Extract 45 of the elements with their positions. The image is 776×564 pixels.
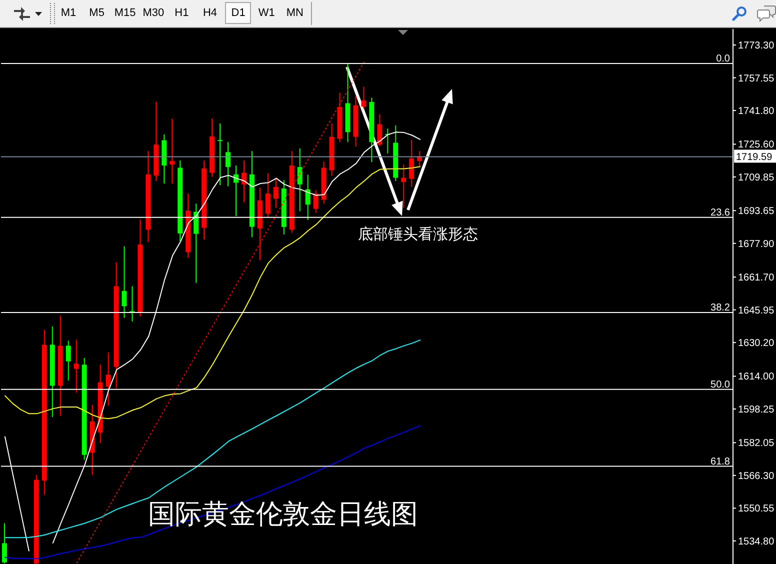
candlestick bbox=[130, 286, 135, 322]
y-tick-label: 1773.30 bbox=[738, 40, 775, 52]
candlestick bbox=[218, 122, 223, 186]
y2-tick-label: 50.0 bbox=[710, 379, 730, 390]
y-tick-label: 1757.55 bbox=[738, 73, 775, 84]
y-tick-label: 1550.55 bbox=[738, 504, 775, 515]
candlestick bbox=[106, 352, 111, 406]
y-tick-label: 1630.20 bbox=[738, 338, 775, 350]
y-tick-label: 1614.00 bbox=[738, 372, 775, 383]
candlestick bbox=[297, 148, 302, 212]
y2-tick-label: 0.0 bbox=[716, 54, 730, 65]
line-series bbox=[4, 340, 421, 538]
toolbar: M1 M5 M15 M30 H1 H4 D1 W1 MN bbox=[0, 0, 776, 28]
y2-tick-label: 23.6 bbox=[710, 207, 730, 218]
y-tick-label: 1598.25 bbox=[738, 404, 775, 416]
candlestick bbox=[74, 339, 79, 393]
y-tick-label: 1677.90 bbox=[738, 238, 775, 250]
candlestick bbox=[226, 142, 231, 187]
candlestick bbox=[170, 118, 175, 184]
y-tick-label: 1725.60 bbox=[738, 140, 775, 151]
y-tick-label: 1534.80 bbox=[738, 536, 775, 548]
candlestick bbox=[401, 164, 406, 208]
ref-line-label: 1719.59 bbox=[736, 152, 773, 164]
y-tick-label: 1693.65 bbox=[738, 206, 775, 218]
candlestick bbox=[241, 160, 246, 203]
y-tick-label: 1582.05 bbox=[738, 438, 775, 450]
candlestick bbox=[66, 340, 71, 381]
candlestick bbox=[417, 150, 422, 167]
candlestick bbox=[409, 140, 414, 188]
candlestick bbox=[122, 246, 127, 318]
candlestick bbox=[377, 114, 382, 147]
candlestick bbox=[2, 522, 7, 564]
y-tick-label: 1645.95 bbox=[738, 305, 775, 316]
y-tick-label: 1709.85 bbox=[738, 172, 775, 184]
y-tick-label: 1661.70 bbox=[738, 272, 775, 284]
candlestick bbox=[305, 174, 310, 221]
y-tick-label: 1741.80 bbox=[738, 106, 775, 118]
annotation: 底部锤头看涨形态 bbox=[358, 225, 478, 243]
candlestick bbox=[313, 190, 318, 214]
y2-tick-label: 38.2 bbox=[710, 302, 730, 314]
candlestick bbox=[273, 177, 278, 208]
y2-tick-label: 61.8 bbox=[710, 456, 730, 468]
y-tick-label: 1566.30 bbox=[738, 470, 775, 482]
candlestick bbox=[361, 86, 366, 110]
candlestick bbox=[265, 172, 270, 218]
